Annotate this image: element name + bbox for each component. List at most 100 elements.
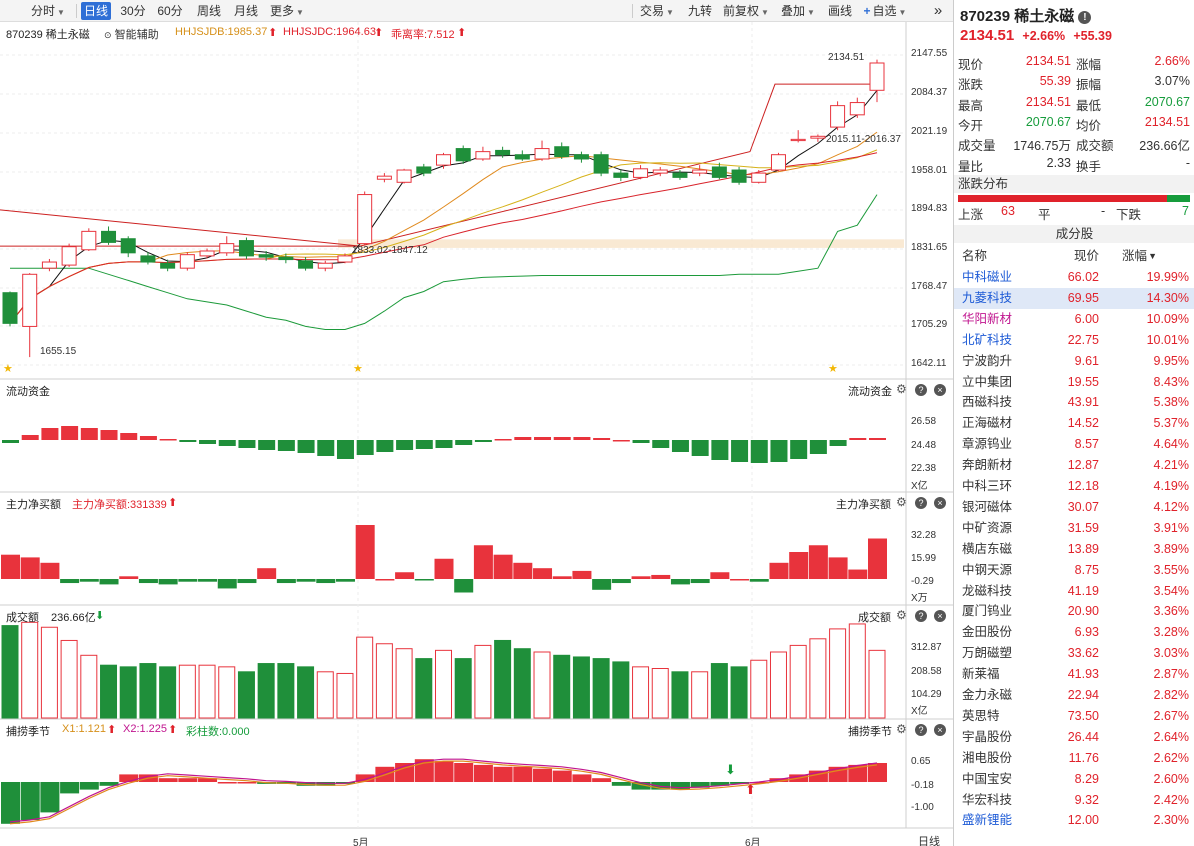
season-x1-line (9, 760, 878, 825)
stock-row[interactable]: 章源钨业 8.57 4.64% (954, 434, 1194, 455)
stock-row[interactable]: 正海磁材 14.52 5.37% (954, 413, 1194, 434)
net-settings-gear-icon[interactable]: ⚙ (896, 495, 907, 509)
net-bar (631, 576, 651, 579)
header-pct[interactable]: 涨幅 (1121, 249, 1147, 263)
stock-row[interactable]: 万朗磁塑 33.62 3.03% (954, 643, 1194, 664)
stock-row[interactable]: 九菱科技 69.95 14.30% (954, 287, 1194, 309)
toolbar-left-btn-2[interactable]: 30分 (117, 2, 149, 20)
stock-row[interactable]: 龙磁科技 41.19 3.54% (954, 581, 1194, 602)
stock-row[interactable]: 厦门钨业 20.90 3.36% (954, 601, 1194, 622)
sort-desc-icon[interactable]: ▼ (1148, 251, 1157, 261)
x-axis-period[interactable]: 日线 (918, 836, 940, 846)
stock-row[interactable]: 华宏科技 9.32 2.42% (954, 790, 1194, 811)
stock-row[interactable]: 金田股份 6.93 3.28% (954, 622, 1194, 643)
stock-change-pct: 3.89% (1153, 541, 1189, 556)
flow-settings-gear-icon[interactable]: ⚙ (896, 382, 907, 396)
volume-bar (178, 664, 196, 719)
season-settings-gear-icon[interactable]: ⚙ (896, 722, 907, 736)
stock-row[interactable]: 中科磁业 66.02 19.99% (954, 267, 1194, 288)
toolbar-right-btn-3[interactable]: 叠加 ▼ (776, 2, 820, 20)
price-tick-label: 1768.47 (911, 281, 948, 292)
flow-bar (2, 440, 19, 443)
net-close-icon[interactable]: × (934, 497, 946, 509)
stock-row[interactable]: 西磁科技 43.91 5.38% (954, 392, 1194, 413)
season-bar (99, 782, 119, 786)
toolbar-right-btn-4[interactable]: 画线 (824, 2, 856, 20)
season-panel-tick-label: 0.65 (911, 756, 931, 767)
toolbar-right-btn-0[interactable]: 交易 ▼ (636, 2, 678, 20)
toolbar-left-btn-5[interactable]: 月线 (230, 2, 262, 20)
flow-bar (711, 440, 729, 460)
stock-row[interactable]: 横店东磁 13.89 3.89% (954, 539, 1194, 560)
flow-bar (356, 440, 374, 455)
net-help-icon[interactable]: ? (915, 497, 927, 509)
quote-row: 涨跌 55.39 振幅 3.07% (954, 74, 1194, 93)
stock-row[interactable]: 中钢天源 8.75 3.55% (954, 560, 1194, 581)
stock-row[interactable]: 奔朗新材 12.87 4.21% (954, 455, 1194, 476)
stock-name: 华宏科技 (962, 792, 1013, 807)
volume-bar (119, 666, 137, 719)
stock-price: 8.75 (1074, 562, 1099, 577)
season-close-icon[interactable]: × (934, 724, 946, 736)
stock-row[interactable]: 北矿科技 22.75 10.01% (954, 330, 1194, 351)
stock-row[interactable]: 宇晶股份 26.44 2.64% (954, 727, 1194, 748)
toolbar-left-btn-1[interactable]: 日线 (81, 2, 111, 20)
toolbar-left-btn-0[interactable]: 分时 ▼ (27, 2, 69, 20)
toolbar-right-btn-1[interactable]: 九转 (684, 2, 716, 20)
volume-bar (671, 671, 689, 719)
kline-chart-area[interactable]: ★ ★ ★ ⬇ ⬆ 870239 稀土永磁 ⊙ 智能辅助 HHJSJDB:1985.37… (0, 22, 953, 846)
net-bar (789, 552, 809, 579)
candle-body (633, 168, 649, 178)
quote-value: 236.66亿 (1139, 139, 1190, 154)
collapse-chevron-icon[interactable]: » (933, 2, 943, 19)
net-bar (138, 579, 158, 584)
stock-row[interactable]: 中科三环 12.18 4.19% (954, 476, 1194, 497)
flow-help-icon[interactable]: ? (915, 384, 927, 396)
toolbar-right-btn-2[interactable]: 前复权 ▼ (720, 2, 772, 20)
flow-bar (376, 440, 394, 452)
stock-change-pct: 3.28% (1153, 625, 1189, 640)
stock-row[interactable]: 新莱福 41.93 2.87% (954, 664, 1194, 685)
volume-bar (277, 663, 295, 719)
quote-label: 振幅 (1076, 78, 1102, 93)
toolbar-right-btn-5[interactable]: + 自选 ▼ (860, 2, 910, 20)
season-help-icon[interactable]: ? (915, 724, 927, 736)
season-bar (749, 782, 769, 784)
toolbar-left-btn-6[interactable]: 更多 ▼ (267, 2, 307, 20)
quote-value: - (1185, 155, 1190, 170)
toolbar-left-btn-3[interactable]: 60分 (154, 2, 186, 20)
stock-row[interactable]: 金力永磁 22.94 2.82% (954, 685, 1194, 706)
season-bar (20, 782, 40, 820)
quote-label: 今开 (958, 118, 984, 133)
stock-row[interactable]: 华阳新材 6.00 10.09% (954, 309, 1194, 330)
toolbar-right-btn-label: 画线 (827, 4, 852, 18)
stock-row[interactable]: 英思特 73.50 2.67% (954, 706, 1194, 727)
flow-bar (21, 435, 39, 440)
vol-close-icon[interactable]: × (934, 610, 946, 622)
info-alert-icon[interactable]: ! (1078, 11, 1092, 24)
stock-row[interactable]: 中矿资源 31.59 3.91% (954, 518, 1194, 539)
stock-row[interactable]: 宁波韵升 9.61 9.95% (954, 351, 1194, 372)
smart-assist-toggle[interactable]: ⊙ 智能辅助 (104, 26, 159, 42)
vol-help-icon[interactable]: ? (915, 610, 927, 622)
stock-row[interactable]: 立中集团 19.55 8.43% (954, 372, 1194, 393)
flow-bar (435, 440, 453, 448)
stock-price: 13.89 (1067, 541, 1099, 556)
candle-body (179, 254, 195, 269)
flow-panel-tick-label: 24.48 (911, 440, 937, 451)
stock-change-pct: 8.43% (1153, 374, 1189, 389)
flow-close-icon[interactable]: × (934, 384, 946, 396)
info-name: 稀土永磁 (1014, 8, 1075, 25)
volume-bar (494, 639, 512, 719)
stock-row[interactable]: 中国宝安 8.29 2.60% (954, 769, 1194, 790)
toolbar-separator (632, 4, 633, 18)
stock-row[interactable]: 盛新锂能 12.00 2.30% (954, 810, 1194, 831)
stock-row[interactable]: 湘电股份 11.76 2.62% (954, 748, 1194, 769)
toolbar-left-btn-4[interactable]: 周线 (193, 2, 225, 20)
kline-chart-svg[interactable]: ★ ★ ★ ⬇ ⬆ (0, 22, 953, 846)
stock-row[interactable]: 银河磁体 30.07 4.12% (954, 497, 1194, 518)
vol-settings-gear-icon[interactable]: ⚙ (896, 608, 907, 622)
volume-bar (375, 643, 393, 719)
season-bars: 彩柱数:0.000 (186, 726, 250, 738)
candle-body (672, 172, 688, 178)
